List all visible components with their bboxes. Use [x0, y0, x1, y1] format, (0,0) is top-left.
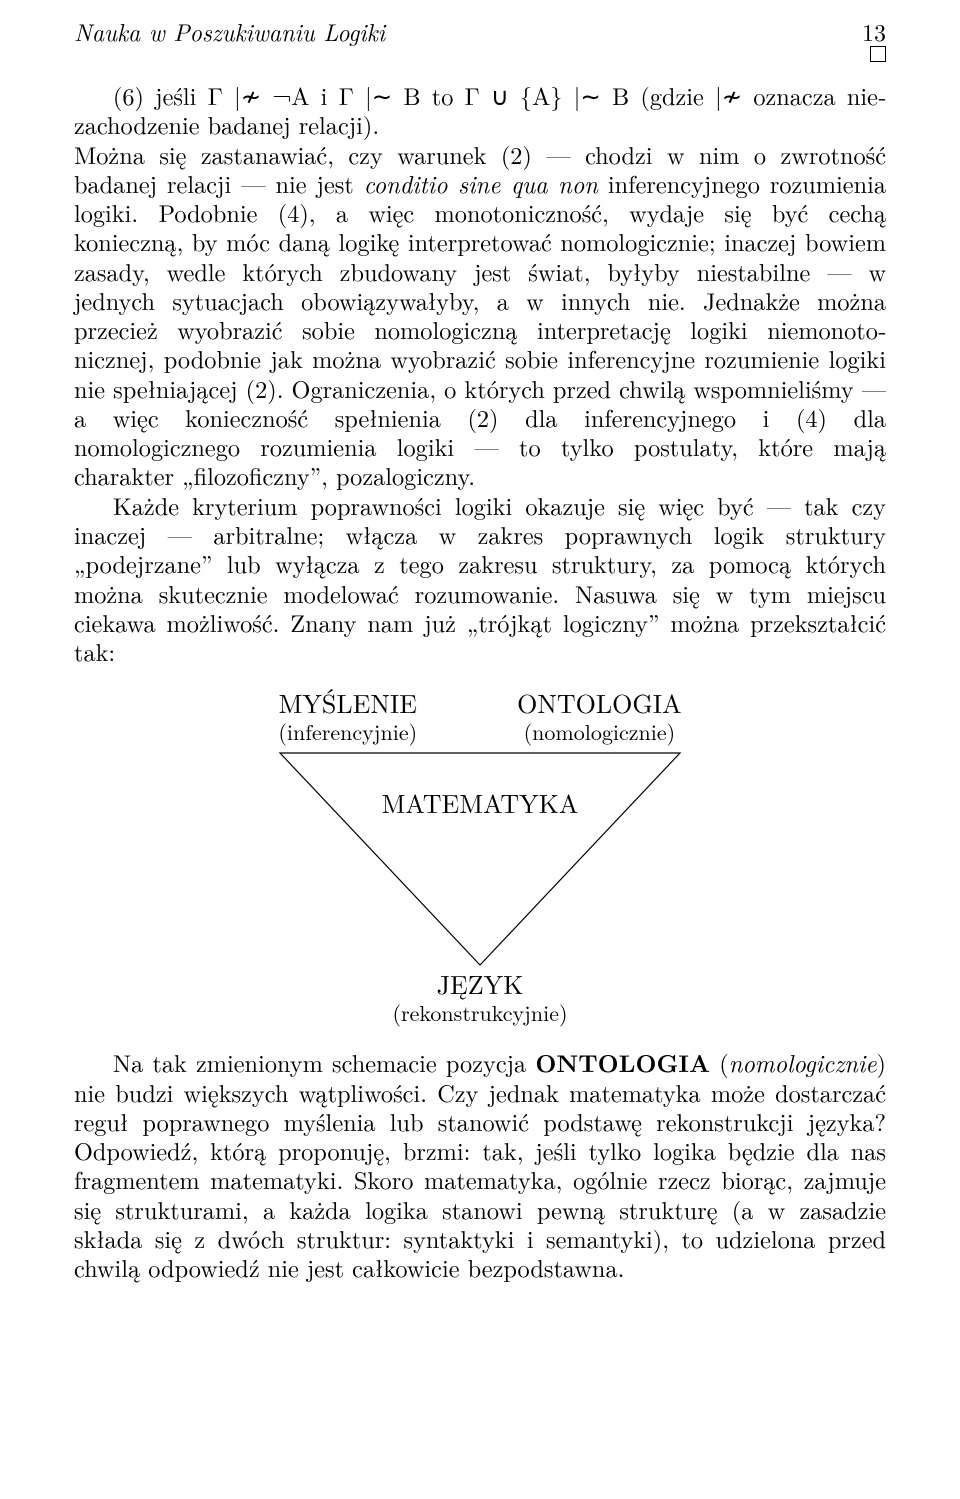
body-text: (6) jeśli Γ |≁ ¬A i Γ |∼ B to Γ ∪ {A} |∼… [74, 82, 886, 1283]
left-vertex-sub: (inferencyjnie) [278, 719, 417, 746]
diagram-right-vertex: ONTOLOGIA (nomologicznie) [517, 687, 682, 745]
running-title: Nauka w Poszukiwaniu Logiki [74, 14, 385, 48]
paragraph-conclusion: Na tak zmienionym schemacie pozycja ONTO… [74, 1048, 886, 1283]
triangle-icon [220, 743, 740, 975]
page-number: 13 [862, 14, 886, 48]
right-vertex-label: ONTOLOGIA [517, 687, 682, 718]
diagram-left-vertex: MYŚLENIE (inferencyjnie) [278, 687, 417, 745]
running-head: Nauka w Poszukiwaniu Logiki 13 [74, 14, 886, 48]
paragraph-criterion: Każde kryterium poprawności logiki okazu… [74, 492, 886, 668]
bottom-vertex-label: JĘZYK [74, 968, 886, 999]
paragraph-6: (6) jeśli Γ |≁ ¬A i Γ |∼ B to Γ ∪ {A} |∼… [74, 82, 886, 141]
bottom-vertex-sub: (rekonstrukcyjnie) [74, 1000, 886, 1027]
center-label: MATEMATYKA [74, 787, 886, 818]
left-vertex-label: MYŚLENIE [278, 687, 417, 718]
qed-box-icon [870, 46, 886, 62]
rule-6-text: (6) jeśli Γ |≁ ¬A i Γ |∼ B to Γ ∪ {A} |∼… [74, 79, 886, 142]
diagram-top-labels: MYŚLENIE (inferencyjnie) ONTOLOGIA (nomo… [74, 687, 886, 745]
para4-c: ) nie budzi większych wątpliwości. Czy j… [74, 1046, 886, 1285]
para2-rest: inferencyjnego rozumie­nia logiki. Podob… [74, 167, 886, 494]
paragraph-discussion: Można się zastanawiać, czy warunek (2) —… [74, 141, 886, 492]
diagram-bottom-vertex: JĘZYK (rekonstrukcyjnie) [74, 968, 886, 1026]
page: Nauka w Poszukiwaniu Logiki 13 (6) jeśli… [0, 0, 960, 1499]
right-vertex-sub: (nomologicznie) [517, 719, 682, 746]
logic-triangle-diagram: MYŚLENIE (inferencyjnie) ONTOLOGIA (nomo… [74, 687, 886, 1026]
